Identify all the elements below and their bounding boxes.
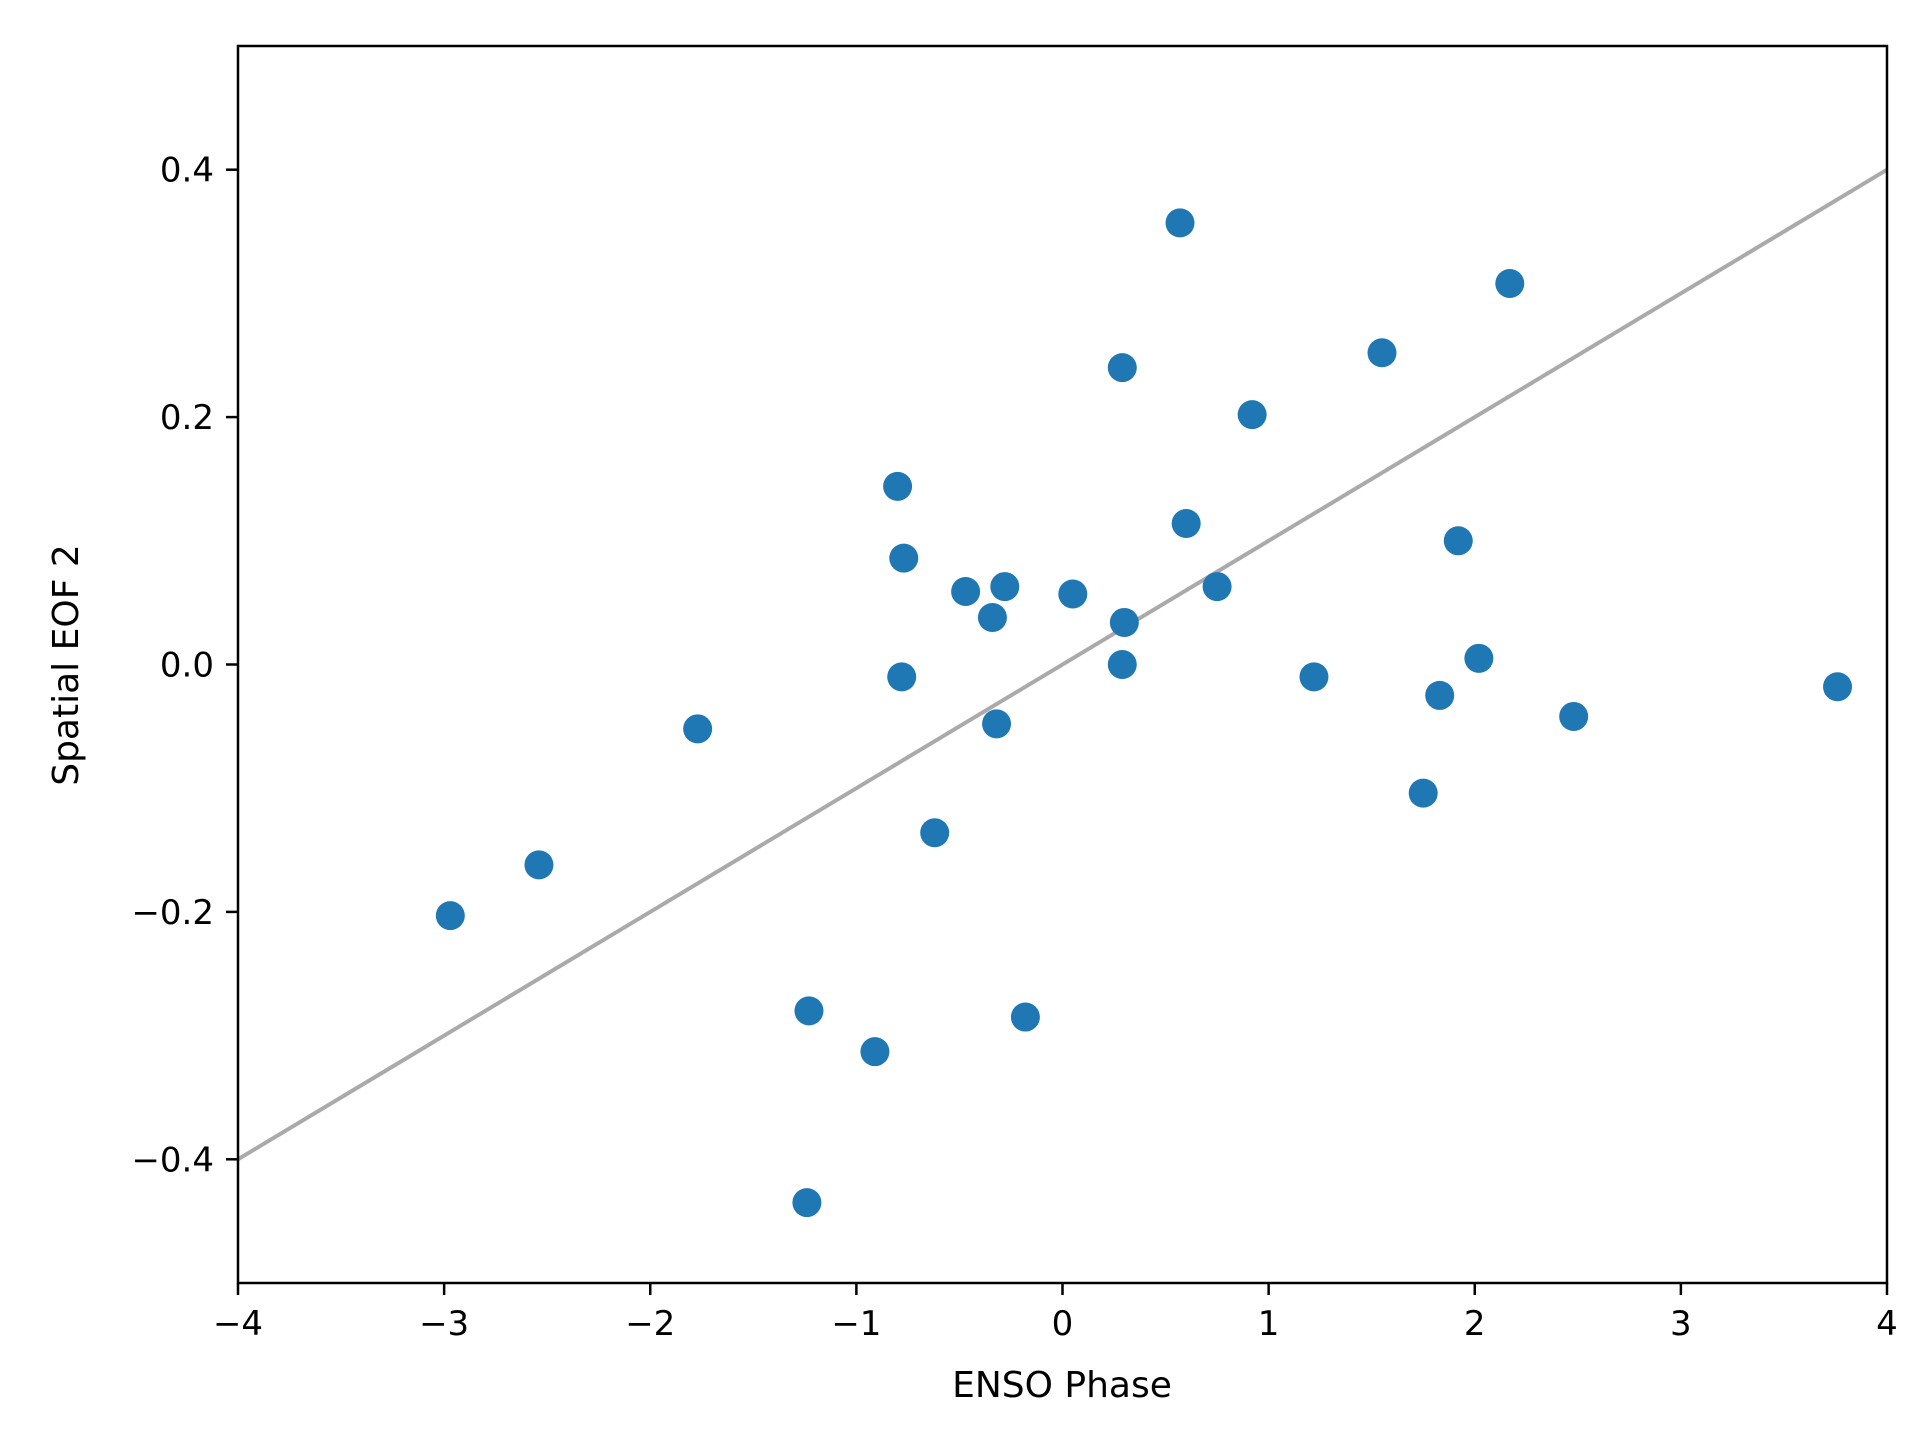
x-axis-title: ENSO Phase <box>952 1365 1172 1406</box>
data-point <box>1237 400 1267 430</box>
data-point <box>1171 508 1201 538</box>
data-point <box>1495 269 1525 299</box>
y-tick-label: −0.2 <box>131 893 214 933</box>
x-tick-label: 2 <box>1464 1304 1486 1344</box>
data-point <box>1109 607 1139 637</box>
y-tick-label: 0.4 <box>160 151 214 191</box>
trend-line <box>236 167 1889 1162</box>
data-point <box>1464 643 1494 673</box>
data-point <box>435 901 465 931</box>
y-axis: −0.4 −0.2 0.0 0.2 0.4 <box>131 151 238 1180</box>
data-point <box>1367 338 1397 368</box>
data-point <box>1202 572 1232 602</box>
x-tick-label: −3 <box>419 1304 469 1344</box>
x-axis: −4 −3 −2 −1 0 1 2 3 4 <box>213 1283 1898 1344</box>
points-layer <box>435 208 1853 1218</box>
data-point <box>860 1037 890 1067</box>
x-tick-label: 0 <box>1052 1304 1074 1344</box>
data-point <box>792 1188 822 1218</box>
data-point <box>887 662 917 692</box>
x-tick-label: 3 <box>1670 1304 1692 1344</box>
y-tick-label: 0.2 <box>160 398 214 438</box>
data-point <box>1299 662 1329 692</box>
data-point <box>1058 579 1088 609</box>
data-point <box>977 602 1007 632</box>
data-point <box>990 572 1020 602</box>
y-tick-label: −0.4 <box>131 1140 214 1180</box>
data-point <box>1559 701 1589 731</box>
data-point <box>982 709 1012 739</box>
trend-line-layer <box>236 167 1889 1162</box>
data-point <box>889 543 919 573</box>
x-tick-label: 4 <box>1876 1304 1898 1344</box>
data-point <box>1408 778 1438 808</box>
data-point <box>1823 672 1853 702</box>
data-point <box>1107 353 1137 383</box>
x-tick-label: 1 <box>1258 1304 1280 1344</box>
data-point <box>951 577 981 607</box>
data-point <box>683 714 713 744</box>
data-point <box>883 471 913 501</box>
data-point <box>920 818 950 848</box>
y-tick-label: 0.0 <box>160 646 214 686</box>
data-point <box>1107 650 1137 679</box>
data-point <box>1425 680 1455 710</box>
data-point <box>1010 1002 1040 1032</box>
data-point <box>1165 208 1195 238</box>
data-point <box>794 996 824 1026</box>
x-tick-label: −4 <box>213 1304 263 1344</box>
data-point <box>1443 526 1473 556</box>
x-tick-label: −2 <box>625 1304 675 1344</box>
data-point <box>524 850 554 880</box>
x-tick-label: −1 <box>831 1304 881 1344</box>
y-axis-title: Spatial EOF 2 <box>46 544 87 786</box>
